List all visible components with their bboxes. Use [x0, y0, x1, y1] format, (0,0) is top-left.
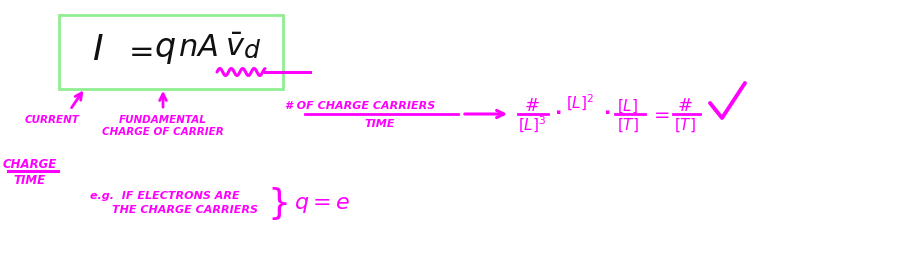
Text: CURRENT: CURRENT: [25, 115, 79, 125]
Text: $d$: $d$: [242, 39, 261, 62]
Text: e.g.  IF ELECTRONS ARE: e.g. IF ELECTRONS ARE: [90, 191, 240, 201]
Text: TIME: TIME: [364, 119, 394, 129]
Text: $\boldsymbol{\cdot}$: $\boldsymbol{\cdot}$: [554, 101, 561, 120]
Text: $I$: $I$: [92, 33, 104, 67]
Text: $q$: $q$: [154, 34, 176, 66]
Text: $\bar{v}$: $\bar{v}$: [224, 33, 245, 63]
Text: CHARGE: CHARGE: [3, 157, 57, 171]
Text: $[L]$: $[L]$: [617, 97, 638, 115]
Text: # OF CHARGE CARRIERS: # OF CHARGE CARRIERS: [284, 101, 435, 111]
Text: TIME: TIME: [14, 173, 46, 187]
Text: $=$: $=$: [123, 36, 153, 64]
Text: $[L]^3$: $[L]^3$: [517, 115, 546, 135]
Text: $[T]$: $[T]$: [673, 116, 695, 134]
Text: THE CHARGE CARRIERS: THE CHARGE CARRIERS: [112, 205, 258, 215]
Text: $[T]$: $[T]$: [617, 116, 639, 134]
Text: $nA$: $nA$: [178, 33, 218, 63]
Text: $\#$: $\#$: [676, 97, 692, 115]
Text: CHARGE OF CARRIER: CHARGE OF CARRIER: [102, 127, 223, 137]
Text: FUNDAMENTAL: FUNDAMENTAL: [119, 115, 207, 125]
Text: $[L]^2$: $[L]^2$: [565, 93, 593, 113]
Text: $\boldsymbol{\cdot}$: $\boldsymbol{\cdot}$: [603, 101, 610, 120]
Text: $\#$: $\#$: [524, 97, 539, 115]
Text: $q = e$: $q = e$: [293, 193, 350, 215]
Text: $\}$: $\}$: [266, 186, 287, 222]
Text: $=$: $=$: [650, 104, 670, 124]
